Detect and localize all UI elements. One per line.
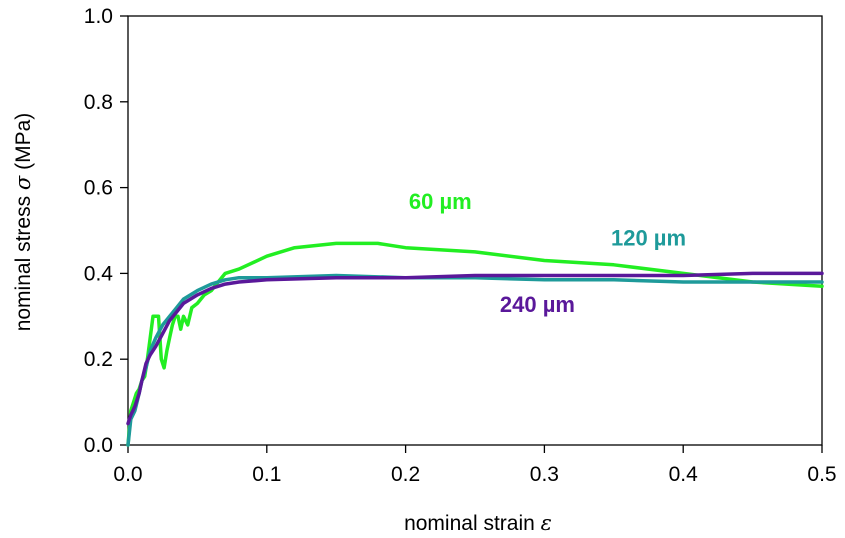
x-tick-label-2: 0.2 xyxy=(391,463,420,486)
y-axis-label: nominal stress σ (MPa) xyxy=(11,113,35,332)
y-tick-label-2: 0.4 xyxy=(84,262,114,285)
series-label-1: 120 µm xyxy=(611,226,686,251)
y-tick-label-1: 0.2 xyxy=(84,348,113,371)
y-tick-label-5: 1.0 xyxy=(84,5,113,28)
y-tick-label-3: 0.6 xyxy=(84,177,113,200)
axes: 0.0 0.1 0.2 0.3 0.4 0.5 0.0 0.2 0.4 0.6 0.8 1.0 xyxy=(84,5,837,486)
series-line-1 xyxy=(126,273,824,447)
y-tick-label-0: 0.0 xyxy=(84,434,113,457)
x-tick-label-1: 0.1 xyxy=(252,463,281,486)
x-tick-label-3: 0.3 xyxy=(530,463,559,486)
x-tick-label-4: 0.4 xyxy=(669,463,699,486)
series-line-2 xyxy=(126,271,824,426)
series-label-2: 240 µm xyxy=(500,292,575,317)
series-label-0: 60 µm xyxy=(409,189,472,214)
y-tick-label-4: 0.8 xyxy=(84,91,113,114)
series-layer xyxy=(126,241,824,447)
x-tick-label-0: 0.0 xyxy=(113,463,142,486)
series-labels: 60 µm 120 µm 240 µm xyxy=(409,189,686,317)
plot-frame xyxy=(127,15,823,446)
x-tick-label-5: 0.5 xyxy=(807,463,836,486)
x-axis-label: nominal strain ε xyxy=(404,511,552,535)
